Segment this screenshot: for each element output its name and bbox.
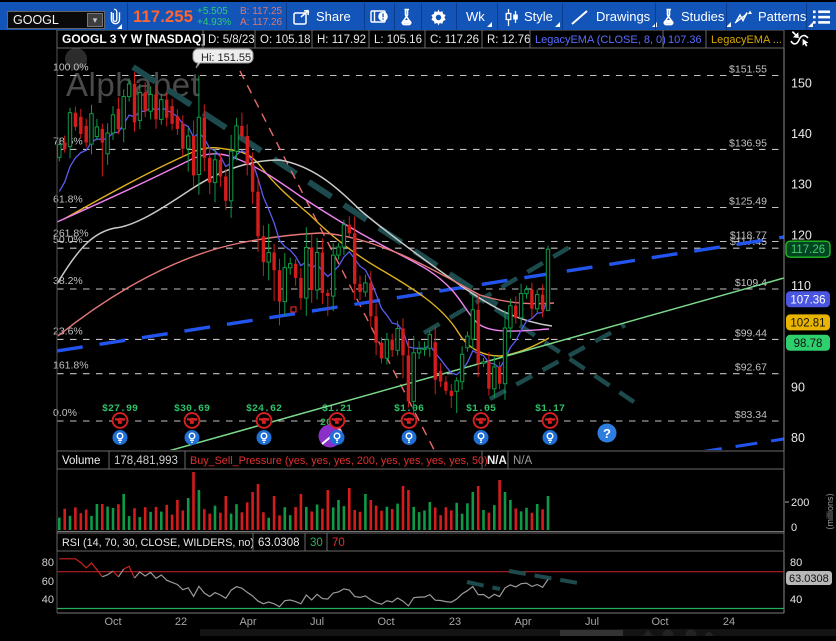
svg-text:117.26: 117.26 <box>791 244 825 256</box>
svg-text:H: 117.92: H: 117.92 <box>317 34 366 46</box>
svg-text:107.36: 107.36 <box>668 34 702 46</box>
svg-text:30: 30 <box>310 537 323 549</box>
svg-text:$109.4: $109.4 <box>735 277 767 289</box>
svg-text:Jul: Jul <box>585 616 599 628</box>
svg-text:61.8%: 61.8% <box>53 194 83 206</box>
svg-text:80: 80 <box>790 557 802 569</box>
svg-text:$1.05: $1.05 <box>466 403 496 415</box>
svg-text:130: 130 <box>791 178 812 192</box>
svg-text:110: 110 <box>791 279 811 293</box>
svg-text:Volume: Volume <box>62 455 100 467</box>
svg-text:$99.44: $99.44 <box>735 327 767 339</box>
svg-text:$92.67: $92.67 <box>735 362 767 374</box>
svg-text:$125.49: $125.49 <box>729 196 767 208</box>
svg-text:$136.95: $136.95 <box>729 137 767 149</box>
svg-text:261.8%: 261.8% <box>53 228 89 240</box>
svg-text:70: 70 <box>332 537 345 549</box>
svg-text:$1.06: $1.06 <box>394 403 424 415</box>
svg-text:63.0308: 63.0308 <box>789 573 829 585</box>
svg-text:102.81: 102.81 <box>790 317 825 329</box>
svg-text:120: 120 <box>791 228 812 242</box>
svg-text:C: 117.26: C: 117.26 <box>430 34 479 46</box>
svg-text:O: 105.18: O: 105.18 <box>260 34 311 46</box>
svg-text:?: ? <box>603 426 611 441</box>
svg-text:Oct: Oct <box>651 616 668 628</box>
svg-text:200: 200 <box>320 418 338 429</box>
svg-text:RSI (14, 70, 30, CLOSE, WILDER: RSI (14, 70, 30, CLOSE, WILDERS, no) <box>62 537 254 549</box>
svg-text:Jul: Jul <box>310 616 324 628</box>
svg-text:⟨millions⟩: ⟨millions⟩ <box>825 493 835 530</box>
svg-text:80: 80 <box>791 431 805 445</box>
svg-text:Oct: Oct <box>377 616 394 628</box>
svg-text:N/A: N/A <box>513 455 533 467</box>
svg-text:$27.99: $27.99 <box>102 403 138 415</box>
svg-text:D: 5/8/23: D: 5/8/23 <box>208 34 255 46</box>
svg-text:50.0%: 50.0% <box>53 234 83 246</box>
svg-text:100.0%: 100.0% <box>53 62 89 74</box>
svg-text:40: 40 <box>42 594 54 606</box>
svg-text:80: 80 <box>42 557 54 569</box>
svg-text:$24.62: $24.62 <box>246 403 282 415</box>
svg-text:24: 24 <box>723 616 735 628</box>
svg-text:$30.69: $30.69 <box>174 403 210 415</box>
svg-text:R: 12.76: R: 12.76 <box>487 34 530 46</box>
svg-text:LegacyEMA (CLOSE, 8, 0): LegacyEMA (CLOSE, 8, 0) <box>535 34 666 46</box>
svg-text:Buy_Sell_Pressure (yes, yes, y: Buy_Sell_Pressure (yes, yes, yes, 200, y… <box>190 455 488 467</box>
svg-text:0.0%: 0.0% <box>53 407 77 419</box>
svg-text:0: 0 <box>791 522 797 534</box>
svg-text:$118.77: $118.77 <box>730 230 767 242</box>
svg-text:60: 60 <box>42 576 54 588</box>
svg-text:GOOGL 3 Y W [NASDAQ]: GOOGL 3 Y W [NASDAQ] <box>62 32 205 46</box>
svg-text:L: 105.16: L: 105.16 <box>374 34 422 46</box>
svg-text:90: 90 <box>791 380 805 394</box>
svg-text:Oct: Oct <box>104 616 121 628</box>
svg-text:Apr: Apr <box>239 616 256 628</box>
svg-text:Hi: 151.55: Hi: 151.55 <box>201 52 251 64</box>
svg-text:63.0308: 63.0308 <box>258 537 300 549</box>
svg-text:40: 40 <box>790 594 802 606</box>
svg-text:98.78: 98.78 <box>794 338 823 350</box>
svg-text:161.8%: 161.8% <box>53 360 89 372</box>
svg-text:178,481,993: 178,481,993 <box>114 455 178 467</box>
svg-text:150: 150 <box>791 76 812 90</box>
svg-text:$1.17: $1.17 <box>535 403 565 415</box>
svg-text:140: 140 <box>791 127 812 141</box>
svg-text:200: 200 <box>791 497 809 509</box>
svg-text:$83.34: $83.34 <box>735 409 767 421</box>
svg-text:107.36: 107.36 <box>790 294 825 306</box>
svg-text:LegacyEMA ...: LegacyEMA ... <box>711 34 782 46</box>
svg-text:Apr: Apr <box>514 616 531 628</box>
svg-text:22: 22 <box>175 616 187 628</box>
svg-text:23: 23 <box>449 616 461 628</box>
svg-text:$151.55: $151.55 <box>729 64 767 76</box>
svg-text:N/A: N/A <box>487 455 507 467</box>
